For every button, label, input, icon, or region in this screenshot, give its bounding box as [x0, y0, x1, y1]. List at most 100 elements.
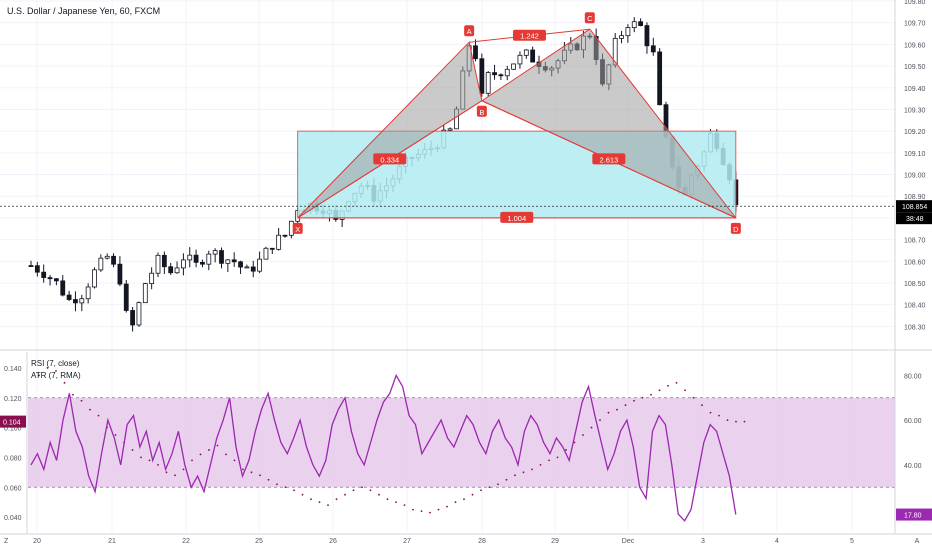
candle-body	[149, 272, 155, 284]
price-tick-label: 108.60	[904, 259, 926, 266]
price-tick-label: 109.80	[904, 0, 926, 6]
atr-dot	[114, 434, 117, 436]
candle-body	[193, 254, 199, 263]
candle-body	[269, 247, 275, 250]
rsi-value-tag	[896, 508, 932, 521]
atr-dot	[709, 411, 712, 414]
atr-dot	[650, 393, 652, 396]
candle-body	[447, 128, 453, 131]
atr-title: ATR (7, RMA)	[31, 371, 81, 380]
atr-dot	[454, 501, 457, 504]
atr-value-label: 0.104	[3, 420, 21, 427]
atr-dot	[675, 381, 678, 384]
atr-dot	[225, 453, 227, 456]
harmonic-pattern[interactable]: 0.334 1.242 2.613 1.004 X A B C D	[292, 12, 741, 234]
atr-dot	[514, 474, 516, 477]
point-label-bg	[464, 25, 475, 37]
atr-dot	[301, 493, 304, 496]
atr-value-tag	[0, 415, 26, 428]
atr-dot	[539, 463, 542, 466]
ratio-label: 1.004	[507, 214, 526, 223]
ratio-label: 2.613	[599, 155, 618, 164]
axis-corner-mark: Z	[4, 538, 9, 545]
candle-body	[530, 49, 536, 63]
price-tick-label: 108.90	[904, 194, 926, 201]
atr-dot	[378, 493, 380, 496]
atr-dot	[446, 505, 448, 508]
candle-body	[79, 298, 85, 304]
atr-tick-label: 0.120	[4, 396, 22, 403]
candle-body	[263, 247, 269, 260]
atr-dot	[497, 483, 499, 486]
atr-dot	[692, 396, 695, 399]
atr-dot	[590, 426, 593, 429]
time-tick-label: A	[915, 538, 920, 545]
candle-body	[231, 259, 237, 263]
point-label-bg	[476, 105, 487, 117]
rsi-panel[interactable]	[28, 367, 895, 522]
candle-body	[155, 254, 161, 274]
atr-dot	[191, 459, 193, 462]
candle-body	[511, 63, 517, 70]
time-tick-label: 3	[701, 538, 705, 545]
time-tick-label: 26	[329, 538, 337, 545]
candle-body	[98, 257, 104, 271]
candle-body	[174, 267, 180, 274]
point-label-bg	[584, 12, 595, 24]
time-tick-label: 21	[108, 538, 116, 545]
atr-dot	[395, 501, 397, 504]
atr-dot	[641, 396, 644, 399]
candle-body	[638, 21, 643, 26]
candle-body	[625, 27, 631, 37]
point-label: A	[467, 27, 472, 36]
atr-dot	[403, 504, 406, 507]
atr-dot	[624, 404, 627, 407]
rsi-tick-label: 40.00	[904, 463, 922, 470]
candle-body	[168, 266, 174, 274]
atr-dot	[599, 419, 601, 422]
point-label-bg	[292, 222, 303, 234]
atr-dot	[718, 414, 720, 417]
candle-body	[104, 255, 110, 259]
atr-dot	[361, 486, 363, 489]
candle-body	[85, 286, 91, 300]
time-tick-label: 4	[775, 538, 779, 545]
atr-dot	[633, 399, 635, 402]
atr-dot	[701, 404, 703, 407]
candle-body	[631, 21, 637, 28]
candle-body	[282, 234, 288, 237]
atr-dot	[293, 489, 295, 492]
atr-dot	[573, 441, 576, 444]
atr-dot	[97, 414, 100, 417]
ratio-label-bg	[512, 29, 546, 41]
atr-dot	[531, 468, 533, 471]
candle-body	[117, 263, 123, 285]
atr-dot	[165, 471, 168, 474]
atr-dot	[233, 459, 236, 462]
price-tick-label: 109.00	[904, 173, 926, 180]
ratio-label: 1.242	[520, 32, 539, 41]
price-tick-label: 109.30	[904, 107, 926, 114]
candle-body	[34, 265, 40, 273]
atr-dot	[735, 420, 737, 423]
candle-body	[257, 258, 263, 272]
atr-dot	[148, 459, 151, 462]
atr-dot	[216, 444, 219, 447]
time-tick-label: Dec	[622, 538, 635, 545]
price-tick-label: 108.70	[904, 238, 926, 245]
price-tick-label: 109.20	[904, 129, 926, 136]
atr-dot	[157, 463, 159, 466]
atr-dot	[556, 456, 559, 459]
time-tick-label: 28	[478, 538, 486, 545]
candle-body	[111, 255, 116, 265]
atr-dot	[89, 408, 91, 411]
candle-body	[657, 51, 663, 106]
ratio-label-bg	[373, 153, 407, 165]
candle-body	[47, 277, 53, 280]
candle-body	[219, 250, 224, 264]
atr-dot	[208, 449, 210, 451]
point-label: X	[295, 225, 300, 234]
time-tick-label: 20	[33, 538, 41, 545]
atr-dot	[250, 471, 253, 474]
